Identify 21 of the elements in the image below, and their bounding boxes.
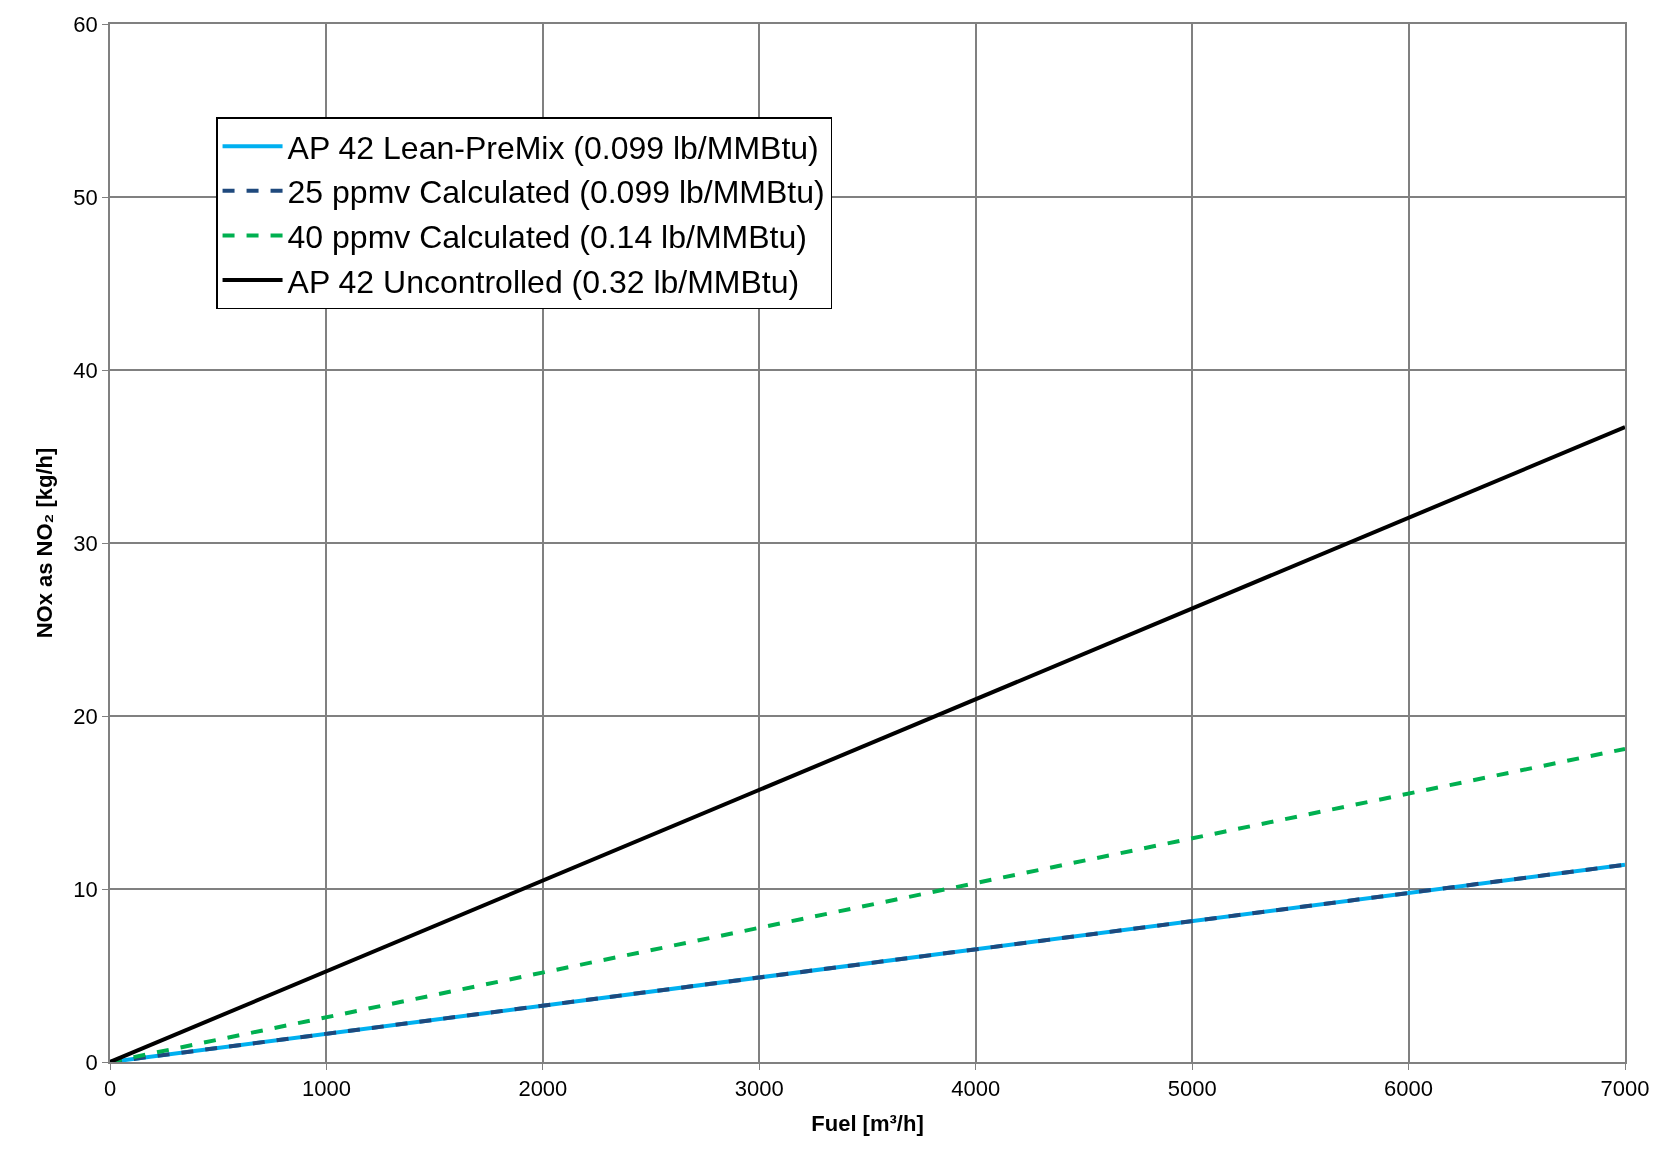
- x-tick-label: 0: [103, 1076, 117, 1102]
- x-tick-label: 1000: [301, 1076, 351, 1102]
- legend-label: 40 ppmv Calculated (0.14 lb/MMBtu): [287, 218, 807, 255]
- y-tick-label: 40: [73, 357, 98, 383]
- y-tick-label: 60: [73, 11, 98, 37]
- x-tick-label: 4000: [951, 1076, 1001, 1102]
- legend-label: 25 ppmv Calculated (0.099 lb/MMBtu): [287, 174, 825, 211]
- legend-label: AP 42 Lean-PreMix (0.099 lb/MMBtu): [287, 129, 819, 166]
- y-tick-label: 20: [73, 703, 98, 729]
- y-axis-title: NOx as NO₂ [kg/h]: [31, 447, 57, 639]
- y-tick-label: 10: [73, 876, 98, 902]
- x-tick-label: 3000: [734, 1076, 784, 1102]
- x-axis-title: Fuel [m³/h]: [811, 1110, 924, 1136]
- x-tick-label: 7000: [1600, 1076, 1650, 1102]
- y-tick-label: 0: [85, 1049, 98, 1075]
- legend-label: AP 42 Uncontrolled (0.32 lb/MMBtu): [287, 263, 800, 300]
- x-tick-label: 2000: [518, 1076, 568, 1102]
- y-tick-label: 30: [73, 530, 98, 556]
- x-tick-label: 6000: [1384, 1076, 1434, 1102]
- x-tick-label: 5000: [1167, 1076, 1217, 1102]
- y-tick-label: 50: [73, 184, 98, 210]
